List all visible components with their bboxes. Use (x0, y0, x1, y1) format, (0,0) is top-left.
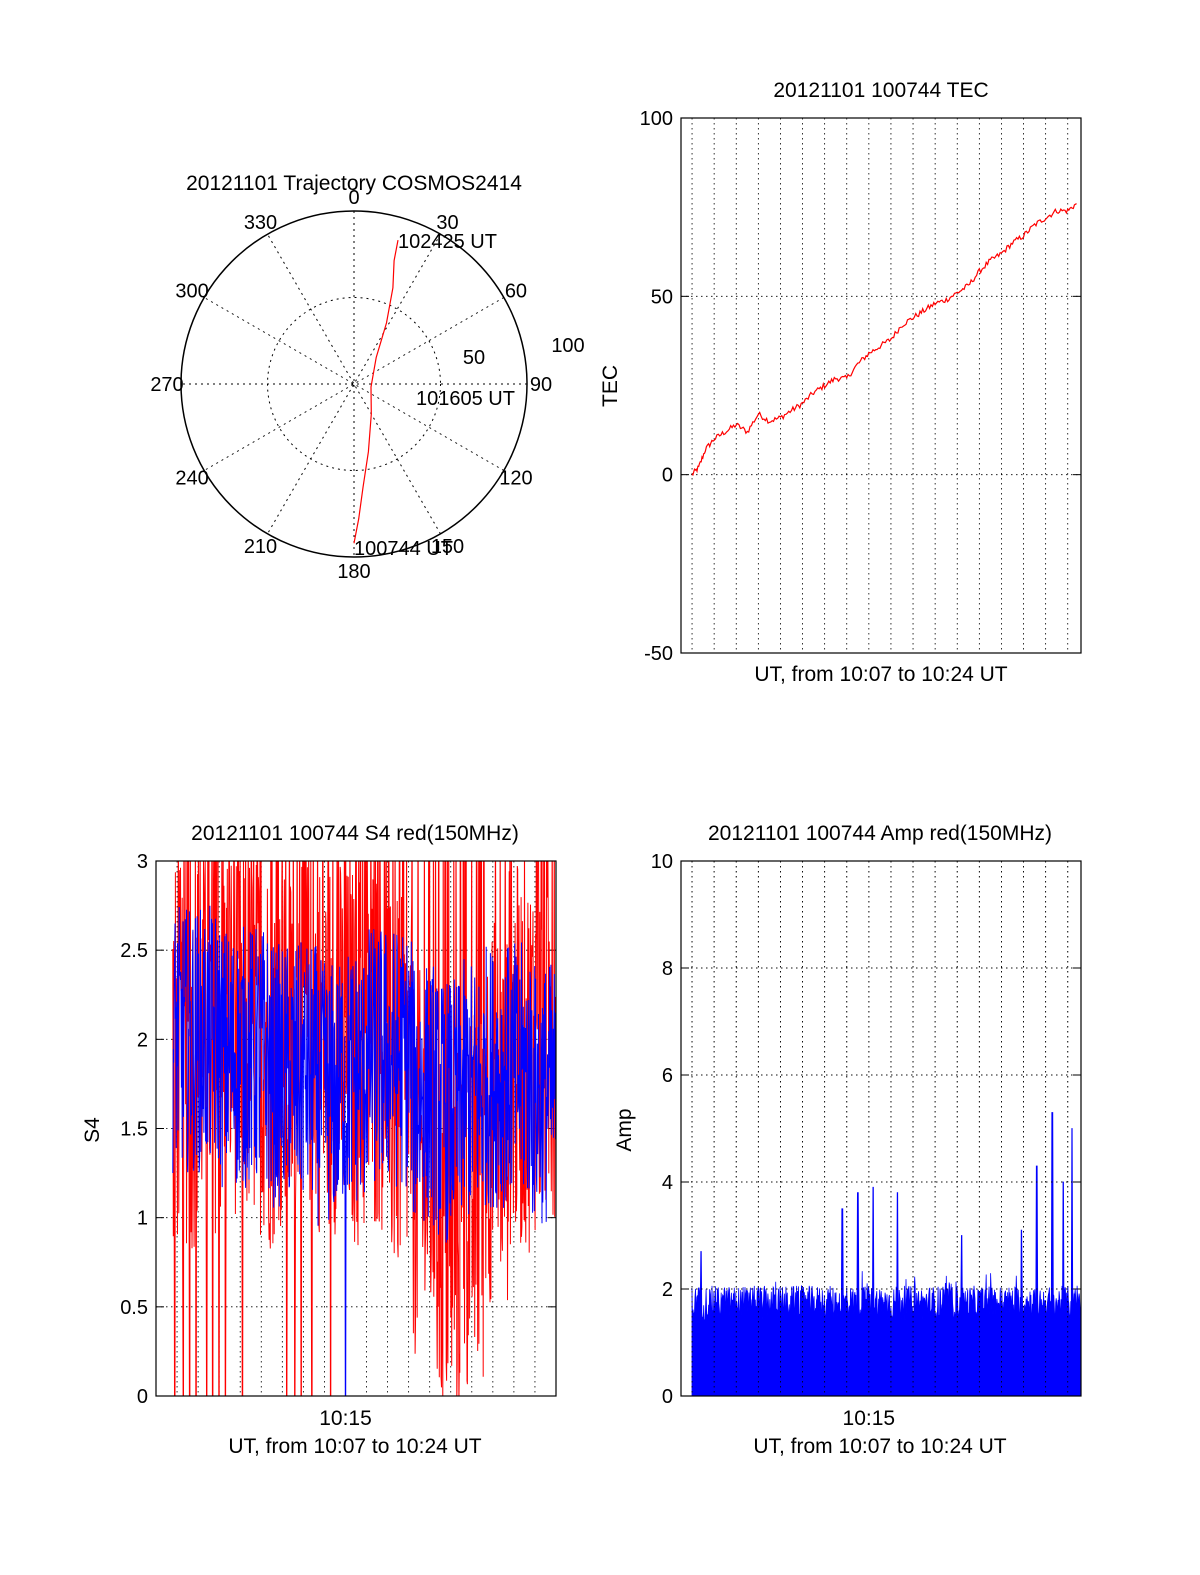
polar-trajectory-label-start: 100744 UT (354, 538, 453, 560)
polar-title: 20121101 Trajectory COSMOS2414 (186, 172, 522, 195)
amp-ylabel: Amp (613, 1108, 636, 1151)
polar-trajectory-label-mid: 101605 UT (416, 388, 515, 410)
polar-azimuth-label: 210 (244, 536, 277, 558)
s4-y-ticks: 0 0.5 1 1.5 2 2.5 3 (120, 851, 556, 1408)
polar-azimuth-labels: 0 30 60 90 120 150 180 210 240 270 300 330 (150, 187, 552, 583)
polar-azimuth-label: 30 (436, 212, 458, 234)
y-tick-label: 4 (662, 1172, 673, 1194)
tec-grid (681, 118, 1081, 653)
polar-trajectory-line (353, 239, 399, 544)
amp-y-ticks: 0 2 4 6 8 10 (651, 851, 1081, 1408)
s4-title: 20121101 100744 S4 red(150MHz) (191, 822, 519, 845)
tec-panel: 20121101 100744 TEC -50 0 50 100 TEC UT, fr… (599, 79, 1082, 686)
amp-grid-overlay (681, 861, 1081, 1396)
s4-ylabel: S4 (81, 1117, 104, 1143)
s4-panel: 20121101 100744 S4 red(150MHz) 0 0.5 1 1.5 2… (81, 822, 557, 1458)
y-tick-label: 2 (137, 1029, 148, 1051)
polar-azimuth-label: 150 (431, 536, 464, 558)
tec-series-line (691, 203, 1077, 477)
y-tick-label: 1.5 (120, 1119, 148, 1141)
tec-y-ticks: -50 0 50 100 (640, 108, 1081, 665)
tec-title: 20121101 100744 TEC (773, 79, 988, 102)
polar-radial-label-50: 50 (463, 347, 485, 369)
polar-azimuth-label: 300 (175, 281, 208, 303)
polar-radial-label-100: 100 (551, 335, 584, 357)
polar-panel: 20121101 Trajectory COSMOS2414 0 30 60 90 12… (150, 172, 584, 583)
polar-grid (180, 210, 528, 558)
polar-azimuth-label: 0 (348, 187, 359, 209)
y-tick-label: 0 (137, 1386, 148, 1408)
y-tick-label: 100 (640, 108, 673, 130)
s4-series-blue (172, 905, 556, 1396)
y-tick-label: 10 (651, 851, 673, 873)
s4-frame (155, 860, 557, 1397)
polar-azimuth-label: 180 (337, 561, 370, 583)
tec-frame (680, 117, 1082, 654)
amp-series-area (691, 1112, 1081, 1396)
y-tick-label: 2 (662, 1279, 673, 1301)
amp-xlabel: UT, from 10:07 to 10:24 UT (753, 1435, 1006, 1458)
polar-azimuth-label: 330 (244, 212, 277, 234)
polar-spoke (267, 233, 441, 535)
polar-azimuth-label: 120 (499, 468, 532, 490)
y-tick-label: 0 (662, 465, 673, 487)
polar-azimuth-label: 90 (530, 374, 552, 396)
polar-spoke (267, 233, 441, 535)
y-tick-label: 50 (651, 286, 673, 308)
polar-trajectory-label-end: 102425 UT (398, 231, 497, 253)
y-tick-label: 6 (662, 1065, 673, 1087)
polar-inner-circle (267, 297, 441, 471)
s4-xlabel: UT, from 10:07 to 10:24 UT (228, 1435, 481, 1458)
polar-azimuth-label: 270 (150, 374, 183, 396)
y-tick-label: 0.5 (120, 1297, 148, 1319)
amp-frame (680, 860, 1082, 1397)
tec-xlabel: UT, from 10:07 to 10:24 UT (754, 663, 1007, 686)
polar-spoke (203, 297, 505, 471)
y-tick-label: 2.5 (120, 940, 148, 962)
s4-x-tick-label: 10:15 (319, 1407, 372, 1430)
polar-azimuth-label: 240 (175, 468, 208, 490)
polar-spoke (203, 297, 505, 471)
y-tick-label: 8 (662, 958, 673, 980)
amp-title: 20121101 100744 Amp red(150MHz) (708, 822, 1052, 845)
polar-azimuth-label: 60 (505, 281, 527, 303)
y-tick-label: 1 (137, 1208, 148, 1230)
amp-x-tick-label: 10:15 (843, 1407, 896, 1430)
y-tick-label: 3 (137, 851, 148, 873)
y-tick-label: 0 (662, 1386, 673, 1408)
tec-ylabel: TEC (599, 365, 622, 407)
y-tick-label: -50 (644, 643, 673, 665)
amp-panel: 20121101 100744 Amp red(150MHz) 0246810 … (613, 822, 1082, 1458)
